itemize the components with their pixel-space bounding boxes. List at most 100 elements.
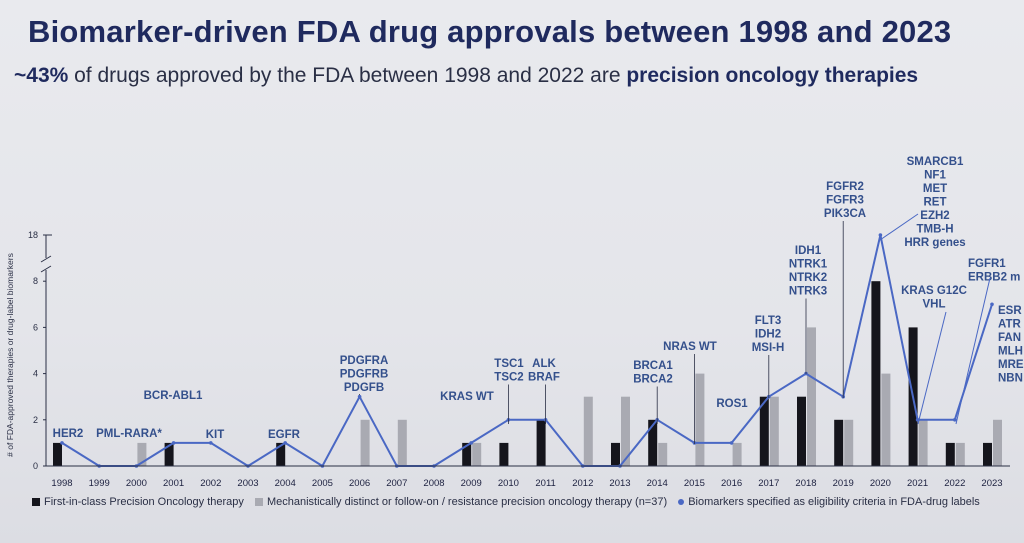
annotation-label-2023: MRE [998, 359, 1024, 371]
annotation-label-2017: FLT3 [755, 315, 782, 327]
annotation-label-2018: IDH1 [795, 245, 822, 257]
annotation-label-2021: KRAS G12C [901, 285, 967, 297]
annotation-label-2017: IDH2 [755, 329, 781, 341]
x-tick-label-2023: 2023 [981, 478, 1002, 489]
annotation-label-2010: TSC1 [494, 358, 524, 370]
bar-follow-on-2014 [658, 442, 668, 466]
x-tick-label-2001: 2001 [163, 478, 184, 489]
x-tick-label-2010: 2010 [498, 478, 519, 489]
annotation-label-2020: EZH2 [920, 210, 949, 222]
biomarker-point-2002 [209, 441, 213, 445]
bar-first-in-class-2004 [276, 442, 286, 466]
x-tick-label-2008: 2008 [423, 478, 444, 489]
bar-follow-on-2009 [472, 442, 482, 466]
y-tick-label: 0 [33, 461, 38, 471]
subtitle-percent: ~43% [14, 64, 69, 87]
annotation-leader-2021 [917, 311, 947, 425]
annotation-label-2000: PML-RARA* [96, 428, 162, 440]
annotation-label-1998: HER2 [53, 428, 84, 440]
x-tick-label-2003: 2003 [237, 478, 258, 489]
biomarker-point-2006 [357, 394, 362, 399]
annotation-label-2015: NRAS WT [663, 341, 717, 353]
biomarker-point-2023 [990, 302, 994, 307]
bar-first-in-class-2020 [871, 281, 881, 466]
bar-follow-on-2000 [137, 442, 147, 466]
annotation-label-2011: ALK [532, 358, 556, 370]
bars [53, 281, 1002, 466]
biomarker-line-path [61, 234, 993, 467]
annotation-leader-2020 [879, 213, 919, 241]
annotation-label-2020: HRR genes [904, 237, 965, 249]
annotation-label-2022: FGFR1 [968, 258, 1006, 270]
annotation-label-2006: PDGFB [344, 382, 384, 394]
page-title: Biomarker-driven FDA drug approvals betw… [28, 14, 952, 49]
biomarker-point-2016 [729, 441, 734, 445]
annotation-label-2020: SMARCB1 [907, 156, 964, 168]
annotation-label-2017: MSI-H [752, 342, 785, 354]
x-tick-label-2015: 2015 [684, 478, 705, 489]
bar-first-in-class-2011 [536, 419, 546, 466]
y-tick-label: 18 [28, 230, 38, 240]
bar-first-in-class-2018 [797, 396, 806, 466]
x-tick-label-2012: 2012 [572, 478, 593, 489]
x-tick-label-2014: 2014 [647, 478, 668, 489]
biomarker-point-2001 [171, 441, 176, 445]
biomarker-line [60, 233, 994, 468]
annotation-label-2006: PDGFRA [340, 355, 389, 367]
bar-follow-on-2023 [993, 419, 1002, 466]
annotation-label-2016: ROS1 [716, 398, 748, 410]
biomarker-point-1998 [60, 441, 64, 445]
subtitle-emphasis: precision oncology therapies [626, 64, 919, 87]
bar-first-in-class-2013 [611, 442, 620, 466]
annotation-label-2002: KIT [206, 429, 225, 441]
annotation-label-2019: FGFR3 [826, 195, 864, 207]
bar-first-in-class-2022 [945, 442, 955, 466]
bar-first-in-class-2014 [648, 419, 658, 466]
annotation-label-2020: TMB-H [916, 224, 953, 236]
annotation-label-2001: BCR-ABL1 [144, 390, 203, 402]
bar-first-in-class-1998 [53, 442, 62, 466]
bar-follow-on-2022 [955, 442, 965, 466]
biomarker-point-2004 [283, 441, 288, 445]
x-tick-label-2018: 2018 [795, 478, 816, 489]
x-tick-label-2013: 2013 [609, 478, 630, 489]
bar-follow-on-2021 [918, 419, 928, 466]
biomarker-point-2020 [878, 233, 883, 237]
x-tick-label-2017: 2017 [758, 478, 779, 489]
biomarker-annotations: HER2 PML-RARA* BCR-ABL1 KIT EGFR PDGFRA PDGFRB… [53, 156, 1024, 444]
page-subtitle: ~43% of drugs approved by the FDA betwee… [14, 64, 918, 88]
bar-follow-on-2020 [881, 373, 891, 466]
annotation-label-2019: FGFR2 [826, 181, 864, 193]
annotation-label-2019: PIK3CA [824, 208, 866, 220]
annotation-label-2020: MET [923, 183, 947, 195]
legend-item-biomarkers: Biomarkers specified as eligibility crit… [678, 496, 980, 508]
y-axis-break [40, 255, 52, 273]
annotation-label-2010: TSC2 [494, 372, 523, 384]
y-tick-label: 4 [33, 369, 38, 379]
x-tick-label-2016: 2016 [721, 478, 742, 489]
annotation-label-2021: VHL [923, 299, 946, 311]
annotation-label-2014: BRCA2 [633, 374, 673, 386]
bar-follow-on-2016 [732, 442, 742, 466]
y-axis: 0 2 4 6 8 18 # of FDA-approved therapies or dr… [5, 230, 52, 471]
annotation-label-2009: KRAS WT [440, 391, 494, 403]
legend-item-follow-on: Mechanistically distinct or follow-on / … [254, 496, 668, 508]
legend-label-follow-on: Mechanistically distinct or follow-on / … [266, 496, 668, 508]
annotation-label-2014: BRCA1 [633, 360, 673, 372]
bar-first-in-class-2009 [462, 442, 472, 466]
annotation-leader-2022 [955, 277, 991, 425]
x-tick-label-1999: 1999 [89, 478, 110, 489]
biomarker-point-2022 [953, 418, 957, 422]
x-tick-label-1998: 1998 [51, 478, 72, 489]
x-tick-label-2004: 2004 [275, 478, 296, 489]
bar-follow-on-2012 [583, 396, 593, 466]
x-tick-label-2020: 2020 [870, 478, 891, 489]
x-tick-label-2021: 2021 [907, 478, 928, 489]
biomarker-point-2009 [469, 441, 474, 445]
bar-first-in-class-2017 [759, 396, 769, 466]
annotation-label-2020: NF1 [924, 170, 946, 182]
bar-follow-on-2006 [360, 419, 370, 466]
annotation-label-2023: MLH [998, 346, 1023, 358]
bar-first-in-class-2010 [499, 442, 509, 466]
